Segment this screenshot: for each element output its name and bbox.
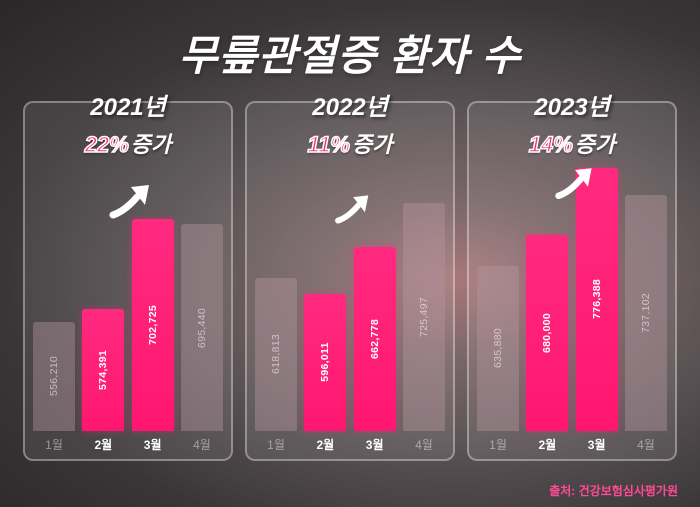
year-label: 2021년 (82, 87, 173, 122)
month-labels: 1월 2월 3월 4월 (33, 436, 223, 453)
bar-dim: 635,880 (477, 266, 519, 431)
charts-row: 2021년22%증가 556,210574,391702,725695,4401… (0, 83, 700, 461)
bar-value: 556,210 (48, 356, 60, 396)
bar-value: 776,388 (591, 279, 603, 319)
bar-highlight: 680,000 (526, 235, 568, 431)
month-label: 1월 (477, 436, 519, 453)
year-label: 2023년 (526, 87, 617, 122)
month-label: 4월 (625, 436, 667, 453)
bar-dim: 556,210 (33, 322, 75, 431)
increase-suffix: 증가 (131, 132, 171, 157)
increase-label: 14%증가 (529, 127, 616, 159)
month-labels: 1월 2월 3월 4월 (255, 436, 445, 453)
bar-value: 635,880 (492, 328, 504, 368)
month-label: 2월 (82, 436, 124, 453)
month-label: 2월 (526, 436, 568, 453)
increase-suffix: 증가 (575, 132, 615, 157)
bar-highlight: 574,391 (82, 309, 124, 431)
bar-highlight: 662,778 (354, 247, 396, 431)
bar-value: 596,011 (319, 343, 331, 382)
month-label: 3월 (354, 436, 396, 453)
increase-pct: 11% (308, 132, 350, 157)
bar-highlight: 702,725 (132, 219, 174, 431)
source-label: 출처: 건강보험심사평가원 (549, 482, 678, 499)
bar-value: 695,440 (196, 308, 208, 348)
month-label: 2월 (304, 436, 346, 453)
bars-area: 618,813 596,011 662,778 725,497 (255, 151, 445, 431)
bar-value: 574,391 (97, 350, 109, 390)
bar-value: 618,813 (270, 334, 282, 374)
bar-highlight: 596,011 (304, 294, 346, 431)
increase-pct: 22% (85, 132, 129, 157)
bar-dim: 618,813 (255, 278, 297, 431)
bar-value: 737,102 (640, 293, 652, 333)
month-label: 3월 (576, 436, 618, 453)
chart-panel: 2023년14%증가 635,880680,000776,388737,1021… (467, 101, 677, 461)
month-label: 4월 (403, 436, 445, 453)
bar-value: 662,778 (369, 319, 381, 359)
month-label: 1월 (33, 436, 75, 453)
bar-dim: 725,497 (403, 203, 445, 431)
month-labels: 1월 2월 3월 4월 (477, 436, 667, 453)
month-label: 4월 (181, 436, 223, 453)
increase-label: 22%증가 (85, 127, 172, 159)
increase-label: 11%증가 (308, 127, 393, 159)
increase-pct: 14% (529, 132, 573, 157)
bar-highlight: 776,388 (576, 168, 618, 431)
bar-value: 725,497 (418, 297, 430, 337)
bar-dim: 737,102 (625, 195, 667, 431)
bar-value: 680,000 (541, 313, 553, 353)
chart-panel: 2022년11%증가 618,813596,011662,778725,4971… (245, 101, 455, 461)
increase-suffix: 증가 (352, 132, 392, 157)
bars-area: 556,210 574,391 702,725 695,440 (33, 151, 223, 431)
bars-area: 635,880 680,000 776,388 737,102 (477, 151, 667, 431)
month-label: 3월 (132, 436, 174, 453)
month-label: 1월 (255, 436, 297, 453)
bar-dim: 695,440 (181, 224, 223, 431)
chart-panel: 2021년22%증가 556,210574,391702,725695,4401… (23, 101, 233, 461)
year-label: 2022년 (304, 87, 395, 122)
page-title: 무릎관절증 환자 수 (0, 0, 700, 83)
bar-value: 702,725 (147, 305, 159, 345)
